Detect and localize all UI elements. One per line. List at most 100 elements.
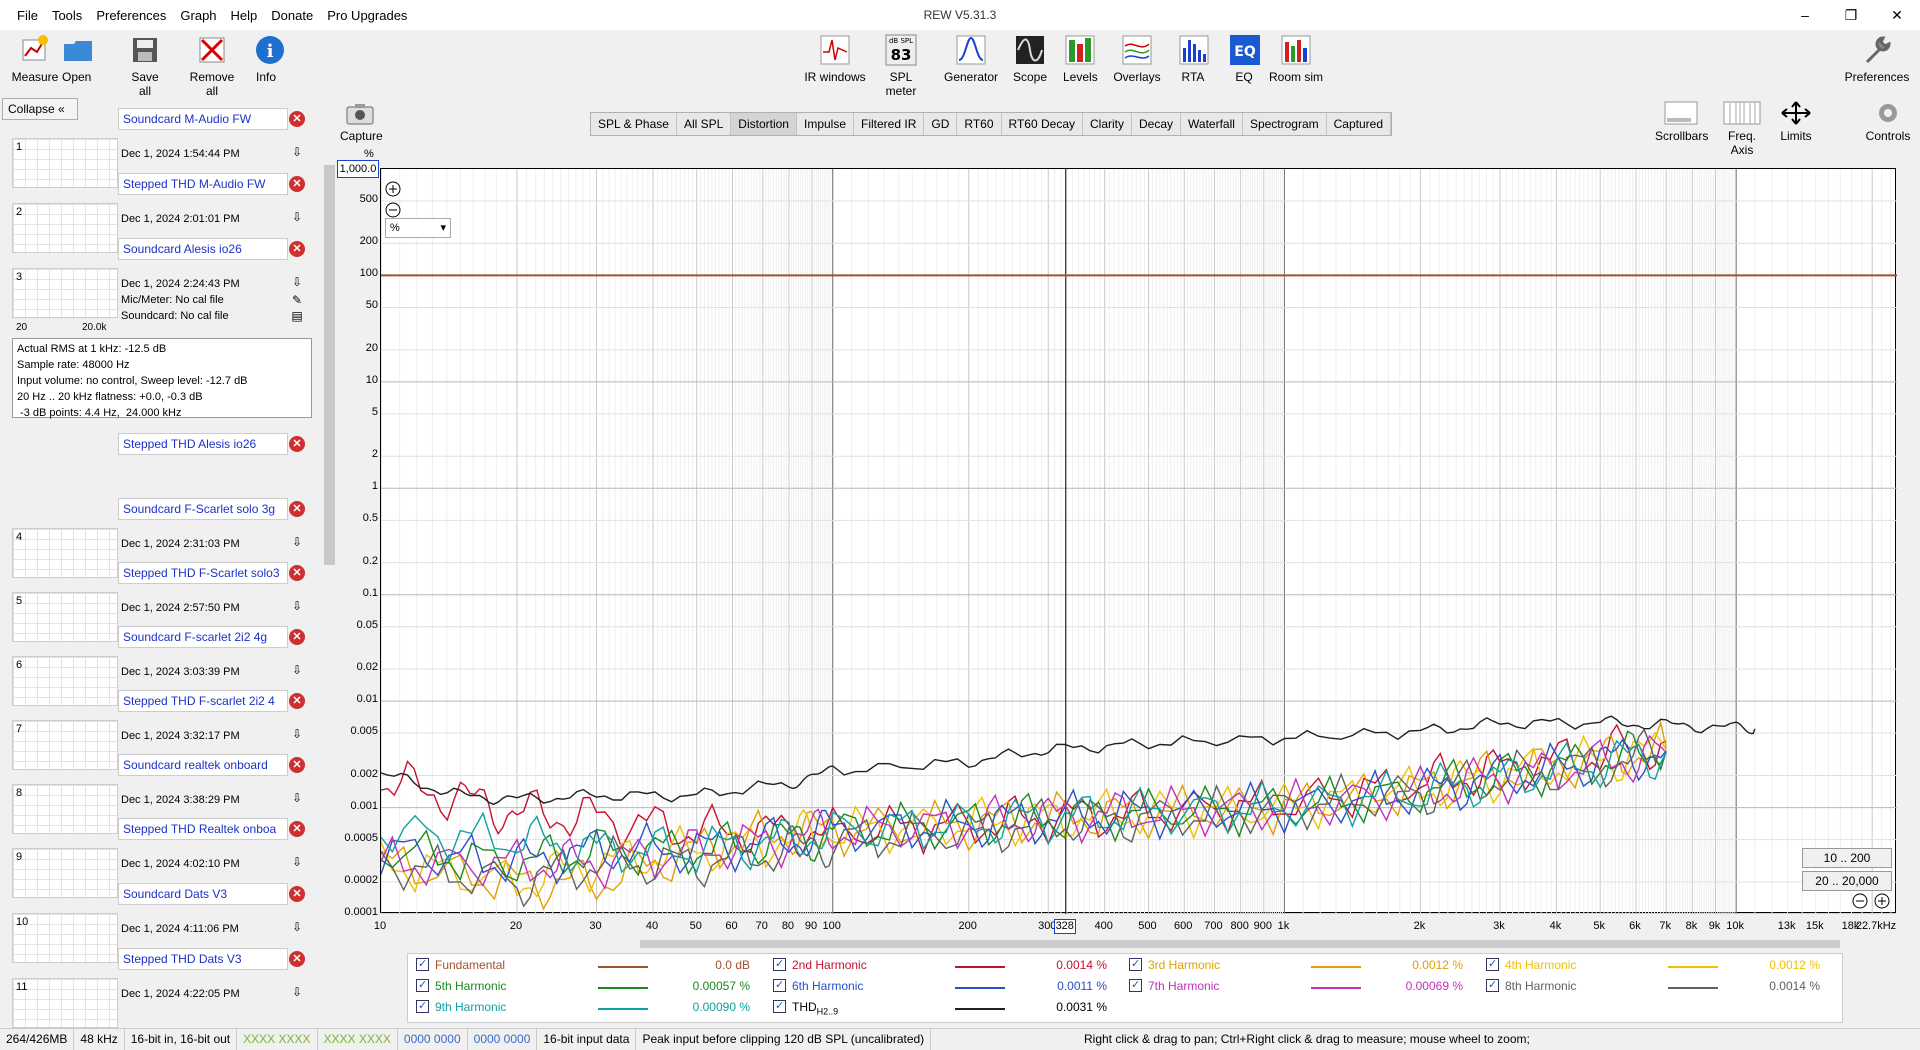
measurement-thumbnail[interactable] — [12, 268, 118, 318]
minimize-button[interactable]: – — [1801, 7, 1809, 23]
tab-filtered-ir[interactable]: Filtered IR — [854, 113, 925, 135]
save-measurement-icon[interactable]: ⇩ — [291, 727, 303, 741]
open-button[interactable]: Open — [62, 34, 92, 84]
tab-captured[interactable]: Captured — [1327, 113, 1392, 135]
save-measurement-icon[interactable]: ⇩ — [291, 275, 303, 289]
save-all-button[interactable]: Save all — [124, 34, 166, 98]
menu-preferences[interactable]: Preferences — [96, 7, 167, 23]
measurement-name-field[interactable]: Soundcard M-Audio FW — [118, 108, 288, 130]
tab-all-spl[interactable]: All SPL — [677, 113, 732, 135]
menu-tools[interactable]: Tools — [51, 7, 83, 23]
legend-checkbox[interactable] — [416, 957, 429, 972]
measurement-thumbnail[interactable] — [12, 978, 118, 1028]
remove-measurement-icon[interactable]: ✕ — [289, 176, 305, 192]
measure-button[interactable]: Measure — [10, 34, 60, 84]
info-button[interactable]: i Info — [254, 34, 284, 84]
tab-rt60-decay[interactable]: RT60 Decay — [1002, 113, 1083, 135]
measurement-thumbnail[interactable] — [12, 592, 118, 642]
measurement-thumbnail[interactable] — [12, 720, 118, 770]
legend-checkbox[interactable] — [416, 999, 429, 1014]
measurement-thumbnail[interactable] — [12, 656, 118, 706]
tab-decay[interactable]: Decay — [1132, 113, 1182, 135]
measurement-thumbnail[interactable] — [12, 913, 118, 963]
scrollbars-button[interactable]: Scrollbars — [1655, 100, 1708, 143]
legend-item[interactable]: 7th Harmonic — [1129, 978, 1219, 993]
save-measurement-icon[interactable]: ⇩ — [291, 145, 303, 159]
legend-item[interactable]: 5th Harmonic — [416, 978, 506, 993]
save-measurement-icon[interactable]: ⇩ — [291, 985, 303, 999]
measurement-name-field[interactable]: Soundcard F-scarlet 2i2 4g — [118, 626, 288, 648]
remove-measurement-icon[interactable]: ✕ — [289, 629, 305, 645]
scrollbar-thumb[interactable] — [640, 940, 1840, 948]
spl-meter-button[interactable]: dB SPL 83 SPL meter — [873, 34, 929, 98]
generator-button[interactable]: Generator — [943, 34, 999, 84]
menu-graph[interactable]: Graph — [180, 7, 217, 23]
legend-item[interactable]: 6th Harmonic — [773, 978, 863, 993]
remove-all-button[interactable]: Remove all — [182, 34, 242, 98]
measurement-thumbnail[interactable] — [12, 528, 118, 578]
measurement-thumbnail[interactable] — [12, 784, 118, 834]
levels-button[interactable]: Levels — [1063, 34, 1098, 84]
plot-horizontal-scrollbar[interactable] — [380, 938, 1896, 950]
preferences-button[interactable]: Preferences — [1844, 34, 1910, 84]
tab-clarity[interactable]: Clarity — [1083, 113, 1133, 135]
room-sim-button[interactable]: Room sim — [1268, 34, 1324, 84]
save-measurement-icon[interactable]: ⇩ — [291, 663, 303, 677]
collapse-button[interactable]: Collapse « — [2, 98, 78, 120]
measurement-name-field[interactable]: Soundcard Alesis io26 — [118, 238, 288, 260]
legend-item[interactable]: THDH2..9 — [773, 999, 838, 1016]
save-measurement-icon[interactable]: ⇩ — [291, 791, 303, 805]
legend-checkbox[interactable] — [1486, 957, 1499, 972]
tab-rt60[interactable]: RT60 — [957, 113, 1002, 135]
menu-file[interactable]: File — [17, 7, 38, 23]
legend-checkbox[interactable] — [773, 978, 786, 993]
pen-icon[interactable]: ✎ — [291, 293, 303, 307]
distortion-plot[interactable]: % ▾ — [380, 168, 1897, 914]
remove-measurement-icon[interactable]: ✕ — [289, 693, 305, 709]
range-10-200-button[interactable]: 10 .. 200 — [1802, 848, 1892, 868]
remove-measurement-icon[interactable]: ✕ — [289, 757, 305, 773]
overlays-button[interactable]: Overlays — [1113, 34, 1161, 84]
legend-checkbox[interactable] — [1129, 957, 1142, 972]
notes-icon[interactable]: ▤ — [291, 309, 303, 323]
measurement-name-field[interactable]: Stepped THD Realtek onboa — [118, 818, 288, 840]
remove-measurement-icon[interactable]: ✕ — [289, 111, 305, 127]
measurement-thumbnail[interactable] — [12, 138, 118, 188]
save-measurement-icon[interactable]: ⇩ — [291, 210, 303, 224]
menu-pro-upgrades[interactable]: Pro Upgrades — [327, 7, 408, 23]
measurement-name-field[interactable]: Stepped THD M-Audio FW — [118, 173, 288, 195]
freq-axis-button[interactable]: Freq. Axis — [1716, 100, 1768, 157]
save-measurement-icon[interactable]: ⇩ — [291, 855, 303, 869]
eq-button[interactable]: EQ EQ — [1229, 34, 1260, 84]
remove-measurement-icon[interactable]: ✕ — [289, 821, 305, 837]
legend-item[interactable]: 9th Harmonic — [416, 999, 506, 1014]
measurement-name-field[interactable]: Soundcard realtek onboard — [118, 754, 288, 776]
limits-button[interactable]: Limits — [1774, 100, 1818, 143]
measurement-name-field[interactable]: Stepped THD Dats V3 — [118, 948, 288, 970]
graph-zoom-in-icon[interactable] — [1874, 893, 1890, 912]
tab-distortion[interactable]: Distortion — [731, 113, 797, 135]
graph-zoom-out-icon[interactable] — [1852, 893, 1868, 912]
scope-button[interactable]: Scope — [1013, 34, 1047, 84]
save-measurement-icon[interactable]: ⇩ — [291, 920, 303, 934]
measurement-name-field[interactable]: Stepped THD F-Scarlet solo3 — [118, 562, 288, 584]
tab-impulse[interactable]: Impulse — [797, 113, 855, 135]
measurement-thumbnail[interactable] — [12, 203, 118, 253]
tab-spectrogram[interactable]: Spectrogram — [1243, 113, 1327, 135]
legend-checkbox[interactable] — [1129, 978, 1142, 993]
menu-donate[interactable]: Donate — [271, 7, 314, 23]
measurement-thumbnail[interactable] — [12, 848, 118, 898]
rta-button[interactable]: RTA — [1178, 34, 1209, 84]
legend-item[interactable]: 4th Harmonic — [1486, 957, 1576, 972]
restore-button[interactable]: ❐ — [1844, 7, 1858, 23]
y-max-input[interactable]: 1,000.0 — [337, 160, 379, 178]
measurement-name-field[interactable]: Soundcard F-Scarlet solo 3g — [118, 498, 288, 520]
unit-select[interactable]: % ▾ — [385, 218, 451, 238]
close-button[interactable]: ✕ — [1891, 7, 1903, 23]
remove-measurement-icon[interactable]: ✕ — [289, 241, 305, 257]
ir-windows-button[interactable]: IR windows — [803, 34, 867, 84]
legend-checkbox[interactable] — [773, 999, 786, 1014]
range-20-20000-button[interactable]: 20 .. 20,000 — [1802, 871, 1892, 891]
tab-waterfall[interactable]: Waterfall — [1181, 113, 1243, 135]
measurement-name-field[interactable]: Stepped THD F-scarlet 2i2 4 — [118, 690, 288, 712]
